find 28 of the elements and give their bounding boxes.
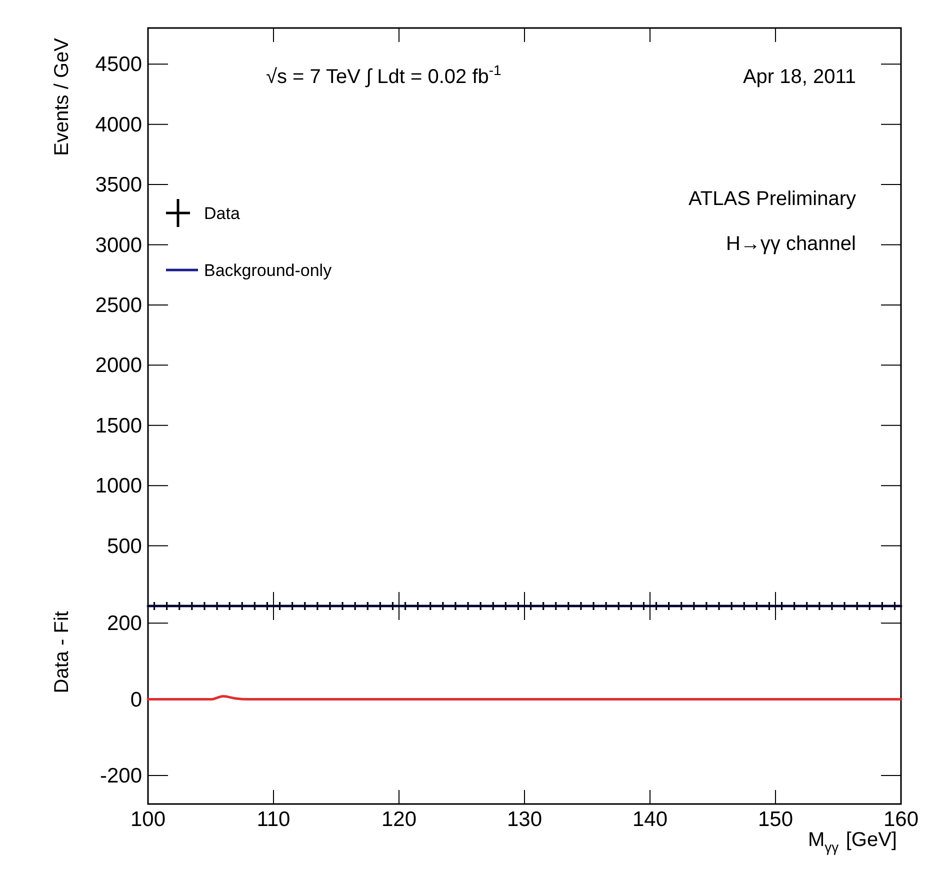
y-tick-label: 4500 bbox=[95, 53, 142, 76]
y-tick-label: 4000 bbox=[95, 113, 142, 136]
y-tick-label: 2500 bbox=[95, 294, 142, 317]
y-tick-label: 3000 bbox=[95, 234, 142, 257]
annotation: √s = 7 TeV ∫ Ldt = 0.02 fb$^{-1}$ bbox=[266, 62, 502, 88]
y-tick-label: 1000 bbox=[95, 474, 142, 498]
y-tick-label: 200 bbox=[106, 612, 142, 636]
y-tick-label: 3500 bbox=[95, 174, 142, 197]
y-tick-label: 2000 bbox=[95, 354, 142, 378]
x-tick-label: 130 bbox=[506, 808, 542, 831]
y-tick-label: 1500 bbox=[95, 414, 142, 438]
annotation: H→γγ channel bbox=[726, 233, 856, 255]
y-axis-title: Events / GeV bbox=[51, 37, 73, 156]
legend-label: Data bbox=[204, 204, 240, 223]
x-tick-label: 110 bbox=[256, 808, 290, 831]
x-tick-label: 120 bbox=[381, 808, 417, 831]
y-axis-title: Data - Fit bbox=[51, 610, 73, 694]
legend-label: Background-only bbox=[204, 261, 332, 280]
y-tick-label: -200 bbox=[100, 764, 142, 788]
x-tick-label: 150 bbox=[758, 808, 794, 831]
x-tick-label: 140 bbox=[632, 808, 668, 831]
y-tick-label: 0 bbox=[130, 688, 142, 712]
annotation: ATLAS Preliminary bbox=[688, 188, 856, 210]
x-axis-title: M$_{γγ}$ [GeV] bbox=[808, 829, 897, 855]
annotation: Apr 18, 2011 bbox=[742, 66, 856, 88]
x-tick-label: 160 bbox=[883, 808, 919, 831]
x-tick-label: 100 bbox=[130, 808, 166, 831]
y-tick-label: 500 bbox=[106, 534, 142, 558]
